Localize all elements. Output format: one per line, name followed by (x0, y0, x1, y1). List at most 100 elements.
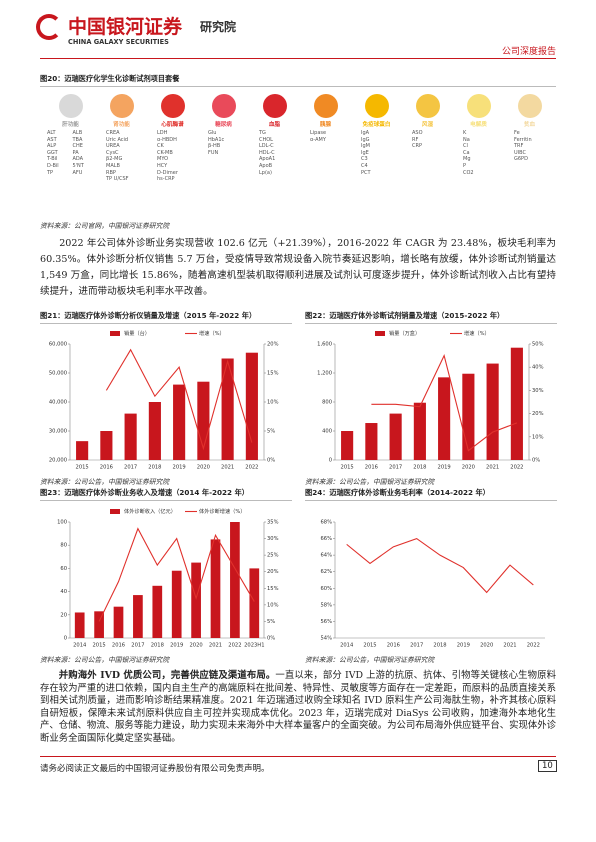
panel-item: RF (412, 136, 419, 143)
panel-item: CREA (106, 130, 120, 136)
y-tick-label: 0 (329, 458, 332, 464)
panel: 心肌酶谱 LDH α-HBDH CK CK-MB MYO HCY D-Dimer hs-CRP (147, 90, 198, 183)
y-tick-label: 100 (57, 520, 67, 526)
x-tick-label: 2020 (462, 465, 475, 471)
y-tick-label: 400 (322, 429, 332, 435)
line (105, 348, 253, 451)
bar (510, 347, 523, 460)
panel-item: Ferritin (514, 136, 532, 143)
y2-tick-label: 25% (267, 553, 279, 559)
brand: 中国银河证券 (68, 16, 183, 38)
panel-item: K (463, 130, 467, 136)
panel-item: MALB (106, 162, 120, 169)
x-tick-label: 2017 (410, 643, 423, 649)
figure-source: 资料来源：公司公告，中国银河证券研究院 (305, 656, 435, 664)
legend-label: 销量（台） (124, 329, 150, 337)
panel-item: TP (47, 169, 54, 176)
panel-item: CK (157, 143, 164, 150)
paragraph: 并购海外 IVD 优质公司，完善供应链及渠道布局。一直以来，部分 IVD 上游的… (40, 670, 556, 746)
x-tick-label: 2018 (413, 465, 426, 471)
panel-item: HDL-C (259, 149, 275, 156)
panel-items: LDH α-HBDH CK CK-MB MYO HCY D-Dimer hs-CRP (147, 130, 198, 183)
panel-item: β-HB (208, 143, 221, 150)
x-tick-label: 2020 (197, 465, 210, 471)
bar (133, 595, 143, 638)
panel-item: HbA1c (208, 136, 225, 143)
panel-item: D-Dimer (157, 169, 178, 176)
y-tick-label: 40 (60, 589, 67, 595)
y2-tick-label: 20% (267, 569, 279, 575)
y-tick-label: 0 (64, 636, 67, 642)
panel-item: TBA (72, 136, 83, 143)
panel-item: PCT (361, 169, 371, 176)
panel-item: FUN (208, 149, 219, 156)
x-tick-label: 2018 (433, 643, 446, 649)
y2-tick-label: 15% (267, 371, 279, 377)
panel-item: RBP (106, 169, 116, 176)
x-tick-label: 2014 (73, 643, 87, 649)
report-type: 公司深度报告 (501, 47, 556, 57)
panel-item: hs-CRP (157, 176, 175, 183)
panel-item: ALT (47, 130, 56, 136)
bar (245, 352, 258, 460)
x-tick-label: 2021 (486, 465, 499, 471)
bar (197, 381, 210, 460)
panel: 免疫球蛋白 IgA IgG IgM IgE C3 C4 PCT (351, 90, 402, 176)
y2-tick-label: 5% (267, 429, 275, 435)
panel-item: ApoB (259, 162, 273, 169)
panel-icon (262, 94, 287, 118)
line (98, 527, 255, 622)
panel-items: Glu HbA1c β-HB FUN (198, 130, 249, 156)
panel: 电解质 K Na Cl Ca Mg P CO2 (453, 90, 504, 176)
y2-tick-label: 50% (532, 342, 544, 348)
panel-item: Cl (463, 143, 468, 150)
panel-item: P (463, 162, 467, 169)
panel: 肝功能 ALT AST ALP GGT T-Bil D-Bil TP ALB TBA CHE PA AD… (45, 90, 96, 176)
panel-item: AFU (72, 169, 83, 176)
x-tick-label: 2015 (341, 465, 354, 471)
panel-item: α-HBDH (157, 136, 177, 143)
x-tick-label: 2019 (173, 465, 186, 471)
panel-item: G6PD (514, 156, 528, 163)
panel-item: 5'NT (72, 162, 84, 169)
panel-item: TP U/CSF (106, 176, 129, 183)
y2-tick-label: 5% (267, 619, 275, 625)
panel-item: Ca (463, 149, 470, 156)
panel-label: 电解质 (470, 122, 487, 128)
x-tick-label: 2023H1 (244, 643, 264, 649)
legend-swatch (375, 331, 385, 336)
figure-source: 资料来源：公司公告，中国银河证券研究院 (40, 478, 170, 486)
panel-items: K Na Cl Ca Mg P CO2 (453, 130, 504, 176)
panel-items: IgA IgG IgM IgE C3 C4 PCT (351, 130, 402, 176)
y-tick-label: 800 (322, 400, 332, 406)
y2-tick-label: 10% (532, 434, 544, 440)
legend-swatch (110, 331, 120, 336)
legend-label: 增速（%） (464, 329, 490, 337)
bar (341, 431, 354, 460)
panel-item: C3 (361, 156, 368, 163)
x-tick-label: 2019 (438, 465, 451, 471)
panel-item: ASO (412, 130, 423, 136)
y2-tick-label: 10% (267, 602, 279, 608)
panel-item: LDH (157, 130, 168, 136)
figure-title: 图20：迈瑞医疗化学生化诊断试剂项目套餐 (40, 74, 556, 87)
legend-label: 增速（%） (199, 329, 225, 337)
panel: 风湿 ASO RF CRP (402, 90, 453, 150)
panel-item: CHOL (259, 136, 273, 143)
bar (210, 539, 221, 638)
x-tick-label: 2018 (151, 643, 164, 649)
panel-label: 血脂 (268, 122, 281, 128)
bar (230, 522, 240, 638)
y2-tick-label: 10% (267, 400, 279, 406)
y2-tick-label: 40% (532, 365, 544, 371)
bar (113, 606, 124, 638)
bar (74, 612, 85, 638)
brand-unit: 研究院 (200, 20, 237, 34)
panel-icon (364, 94, 389, 118)
legend-label: 体外诊断增速（%） (199, 507, 245, 515)
x-tick-label: 2021 (503, 643, 516, 649)
x-tick-label: 2021 (221, 465, 234, 471)
x-tick-label: 2017 (124, 465, 137, 471)
bar (124, 413, 137, 460)
x-tick-label: 2014 (340, 643, 354, 649)
